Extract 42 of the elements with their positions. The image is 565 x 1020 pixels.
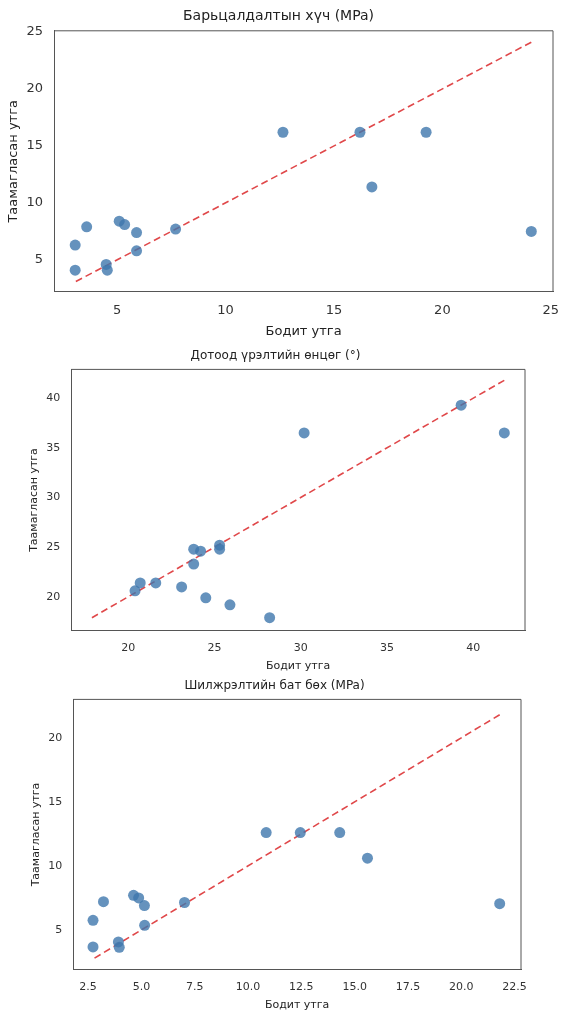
chart-title: Дотоод үрэлтийн өнцөг (°) [190,348,361,363]
x-tick-label: 30 [293,641,308,655]
x-tick-label: 15.0 [342,980,367,994]
chart-title: Барьцалдалтын хүч (MPa) [182,7,375,24]
y-axis-title: Таамагласан утга [27,448,41,553]
x-tick-label: 5.0 [132,980,151,994]
x-tick-label: 10 [217,301,234,317]
x-tick-label: 25 [207,641,222,655]
y-tick-label: 5 [55,922,63,936]
y-tick-label: 20 [26,80,44,96]
y-tick-label: 40 [46,391,61,405]
x-tick-label: 25 [542,301,560,317]
y-tick-label: 5 [34,251,44,267]
x-tick-label: 12.5 [289,980,314,994]
x-tick-label: 20 [434,301,451,317]
y-tick-label: 20 [48,730,63,744]
y-tick-label: 15 [48,794,63,808]
x-tick-label: 20 [121,641,136,655]
x-tick-label: 10.0 [235,980,261,994]
y-tick-label: 25 [46,540,61,554]
x-tick-label: 17.5 [395,980,421,994]
y-tick-label: 25 [26,23,44,39]
x-tick-label: 7.5 [185,980,204,994]
y-axis-title: Таамагласан утга [29,782,43,888]
y-axis-title: Таамагласан утга [5,100,21,224]
x-axis-title: Бодит утга [265,659,331,673]
x-axis-title: Бодит утга [264,998,330,1012]
y-tick-label: 35 [46,440,61,454]
x-tick-label: 2.5 [79,980,97,994]
chart-title: Шилжрэлтийн бат бөх (MPa) [184,678,365,693]
y-tick-label: 15 [26,137,44,153]
y-tick-label: 20 [46,589,61,603]
x-tick-label: 22.5 [502,980,527,994]
y-tick-label: 10 [26,194,44,210]
x-tick-label: 20.0 [449,980,474,994]
x-tick-label: 5 [112,301,122,317]
x-tick-label: 35 [379,641,394,655]
x-tick-label: 15 [325,301,343,317]
x-tick-label: 40 [466,641,481,655]
y-tick-label: 10 [48,858,63,872]
x-axis-title: Бодит утга [265,322,342,338]
y-tick-label: 30 [46,490,61,504]
